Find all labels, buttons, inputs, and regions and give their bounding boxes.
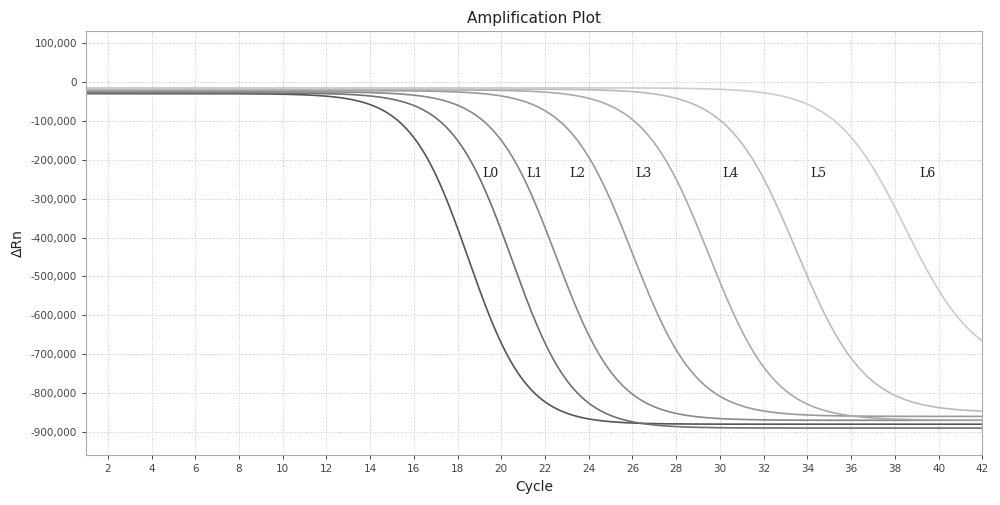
Y-axis label: ΔRn: ΔRn [11, 229, 25, 258]
Text: L0: L0 [482, 167, 499, 180]
Text: L6: L6 [919, 167, 936, 180]
Text: L2: L2 [570, 167, 586, 180]
X-axis label: Cycle: Cycle [515, 480, 553, 494]
Text: L1: L1 [526, 167, 542, 180]
Text: L4: L4 [723, 167, 739, 180]
Text: L5: L5 [810, 167, 826, 180]
Title: Amplification Plot: Amplification Plot [467, 11, 601, 26]
Text: L3: L3 [635, 167, 652, 180]
